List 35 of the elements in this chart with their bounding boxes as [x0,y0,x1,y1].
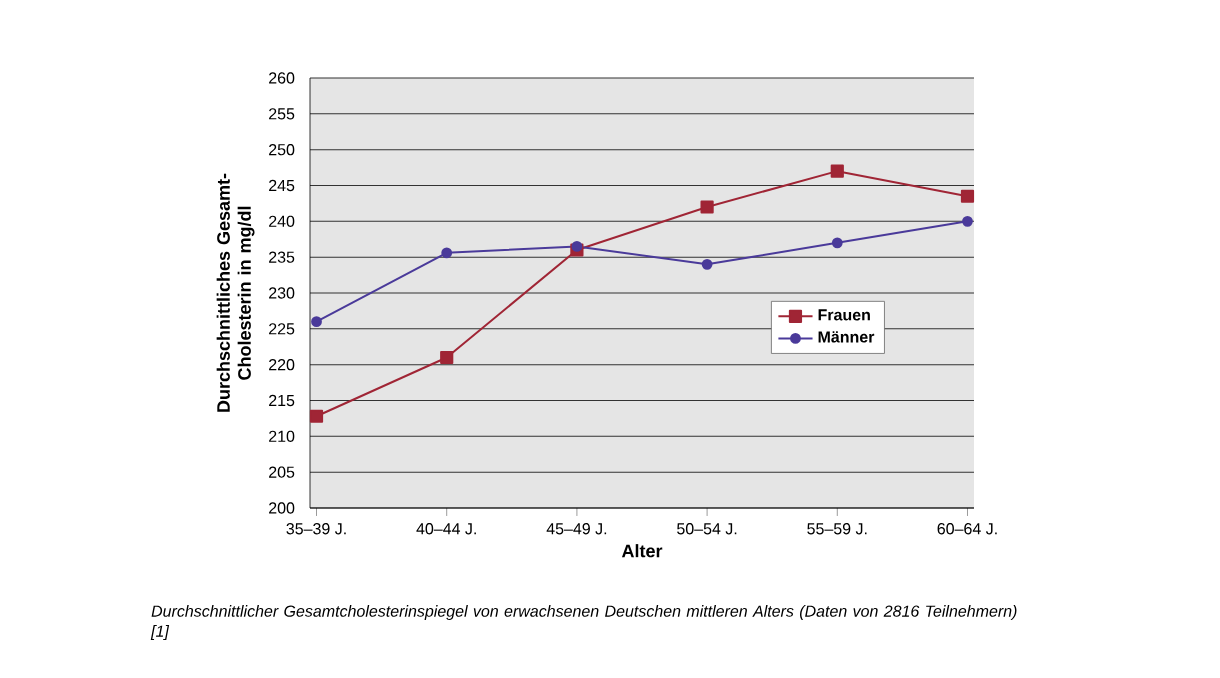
point [440,350,454,365]
y-tick-label: 215 [269,394,295,407]
y-tick-label: 245 [269,179,295,192]
point [960,189,975,203]
x-tick-label: 35–39 J. [286,523,346,535]
y-tick-label: 260 [269,72,295,84]
y-tick-label: 205 [269,466,295,478]
x-axis-title: Alter [621,544,663,558]
y-axis-title: Durchschnittliches Gesamt-Cholesterin in mg/dl [216,173,255,412]
y-tick-label: 220 [269,359,295,371]
y-tick-label: 240 [269,215,295,227]
point [701,258,713,270]
x-tick-label: 50–54 J. [677,523,737,535]
text: Durchschnittlicher Gesamtcholesterinspiegel von erwachsenen Deutschen mittleren Alters (Daten von 2816 Teilnehmern) [1] [150,605,1017,640]
y-tick-label: 200 [269,502,295,514]
y-tick-label: 230 [269,287,295,299]
x-tick-label: 55–59 J. [807,523,867,535]
x-tick-label: 40–44 J. [416,523,476,535]
point [571,241,583,252]
point [311,316,322,328]
point [441,247,453,259]
x-tick-label: 60–64 J. [937,523,997,535]
y-tick-label: 235 [269,251,295,263]
point [700,200,714,214]
point [830,164,844,178]
point [831,237,843,249]
legend-label: Frauen [818,309,870,321]
x-tick-label: 45–49 J. [546,523,607,535]
legend-label: Männer [818,331,875,343]
y-tick-label: 250 [269,144,295,156]
y-tick-label: 255 [269,108,295,120]
y-tick-label: 210 [269,430,295,442]
point [962,215,973,227]
y-tick-label: 225 [269,323,295,335]
point [309,409,324,423]
